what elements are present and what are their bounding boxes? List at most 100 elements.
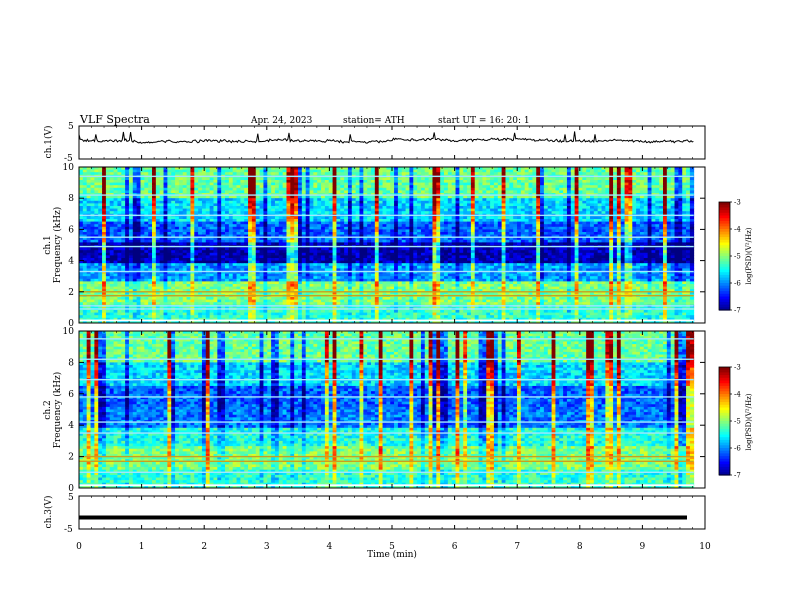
spectrogram-cell xyxy=(524,234,529,238)
spectrogram-cell xyxy=(682,211,687,215)
spectrogram-cell xyxy=(290,242,295,246)
spectrogram-cell xyxy=(79,247,84,251)
spectrogram-cell xyxy=(217,172,222,176)
spectrogram-cell xyxy=(501,180,506,183)
spectrogram-cell xyxy=(136,226,141,230)
spectrogram-cell xyxy=(151,200,157,204)
spectrogram-cell xyxy=(482,182,487,186)
spectrogram-cell xyxy=(655,221,660,225)
spectrogram-cell xyxy=(140,247,145,251)
spectrogram-cell xyxy=(313,224,318,228)
spectrogram-cell xyxy=(647,177,652,181)
spectrogram-cell xyxy=(682,224,687,228)
spectrogram-cell xyxy=(551,234,556,238)
spectrogram-cell xyxy=(167,167,172,170)
spectrogram-cell xyxy=(559,229,564,233)
spectrogram-cell xyxy=(682,167,687,170)
spectrogram-cell xyxy=(286,224,291,228)
spectrogram-cell xyxy=(589,190,595,194)
spectrogram-cell xyxy=(493,216,499,220)
spectrogram-cell xyxy=(186,216,191,220)
spectrogram-cell xyxy=(240,224,245,228)
spectrogram-cell xyxy=(167,239,172,243)
spectrogram-cell xyxy=(413,203,418,207)
spectrogram-cell xyxy=(301,242,307,246)
spectrogram-cell xyxy=(686,187,691,191)
spectrogram-cell xyxy=(482,237,487,241)
spectrogram-cell xyxy=(351,242,357,246)
spectrogram-cell xyxy=(121,242,126,246)
spectrogram-cell xyxy=(102,234,107,238)
spectrogram-cell xyxy=(228,200,234,204)
spectrogram-cell xyxy=(670,172,675,176)
spectrogram-cell xyxy=(459,187,464,191)
spectrogram-cell xyxy=(639,219,645,222)
spectrogram-cell xyxy=(397,177,403,181)
spectrogram-cell xyxy=(224,242,230,246)
spectrogram-cell xyxy=(236,185,241,189)
spectrogram-cell xyxy=(98,185,103,189)
spectrogram-cell xyxy=(636,206,641,209)
spectrogram-cell xyxy=(167,206,172,209)
spectrogram-cell xyxy=(175,226,180,230)
spectrogram-cell xyxy=(636,198,641,202)
spectrogram-cell xyxy=(401,229,406,233)
spectrogram-cell xyxy=(340,182,345,186)
spectrogram-cell xyxy=(186,177,191,181)
spectrogram-cell xyxy=(374,242,380,246)
spectrogram-cell xyxy=(532,232,537,235)
spectrogram-cell xyxy=(148,206,153,209)
spectrogram-cell xyxy=(324,221,330,225)
spectrogram-cell xyxy=(313,234,318,238)
spectrogram-cell xyxy=(286,200,291,204)
spectrogram-cell xyxy=(540,177,545,181)
spectrogram-cell xyxy=(405,182,410,186)
spectrogram-cell xyxy=(186,167,191,170)
spectrogram-cell xyxy=(267,195,272,199)
spectrogram-cell xyxy=(509,208,514,212)
spectrogram-cell xyxy=(194,224,199,228)
spectrogram-cell xyxy=(390,200,395,204)
spectrogram-cell xyxy=(367,208,372,212)
spectrogram-cell xyxy=(524,185,529,189)
spectrogram-cell xyxy=(490,190,495,194)
spectrogram-cell xyxy=(228,237,234,241)
spectrogram-cell xyxy=(478,195,483,199)
spectrogram-cell xyxy=(428,216,433,220)
spectrogram-cell xyxy=(401,219,406,222)
spectrogram-cell xyxy=(117,219,122,222)
spectrogram-cell xyxy=(297,237,303,241)
spectrogram-cell xyxy=(505,203,510,207)
spectrogram-cell xyxy=(513,206,518,209)
spectrogram-cell xyxy=(251,177,257,181)
spectrogram-cell xyxy=(582,167,587,170)
spectrogram-cell xyxy=(436,208,441,212)
spectrogram-cell xyxy=(424,219,430,222)
spectrogram-cell xyxy=(559,195,564,199)
spectrogram-cell xyxy=(613,221,618,225)
spectrogram-cell xyxy=(405,219,410,222)
spectrogram-cell xyxy=(178,234,184,238)
spectrogram-cell xyxy=(286,234,291,238)
spectrogram-cell xyxy=(290,221,295,225)
spectrogram-cell xyxy=(282,208,287,212)
spectrogram-cell xyxy=(282,229,287,233)
spectrogram-cell xyxy=(294,229,299,233)
spectrogram-cell xyxy=(167,211,172,215)
spectrogram-cell xyxy=(324,208,330,212)
spectrogram-cell xyxy=(490,226,495,230)
spectrogram-cell xyxy=(420,182,426,186)
spectrogram-cell xyxy=(613,239,618,243)
spectrogram-cell xyxy=(136,221,141,225)
spectrogram-cell xyxy=(509,167,514,170)
spectrogram-cell xyxy=(251,203,257,207)
spectrogram-cell xyxy=(251,200,257,204)
spectrogram-cell xyxy=(643,219,649,222)
spectrogram-cell xyxy=(670,216,675,220)
spectrogram-cell xyxy=(582,221,587,225)
spectrogram-cell xyxy=(224,206,230,209)
spectrogram-cell xyxy=(178,198,184,202)
spectrogram-cell xyxy=(543,177,549,181)
spectrogram-cell xyxy=(105,206,111,209)
spectrogram-cell xyxy=(689,169,695,173)
